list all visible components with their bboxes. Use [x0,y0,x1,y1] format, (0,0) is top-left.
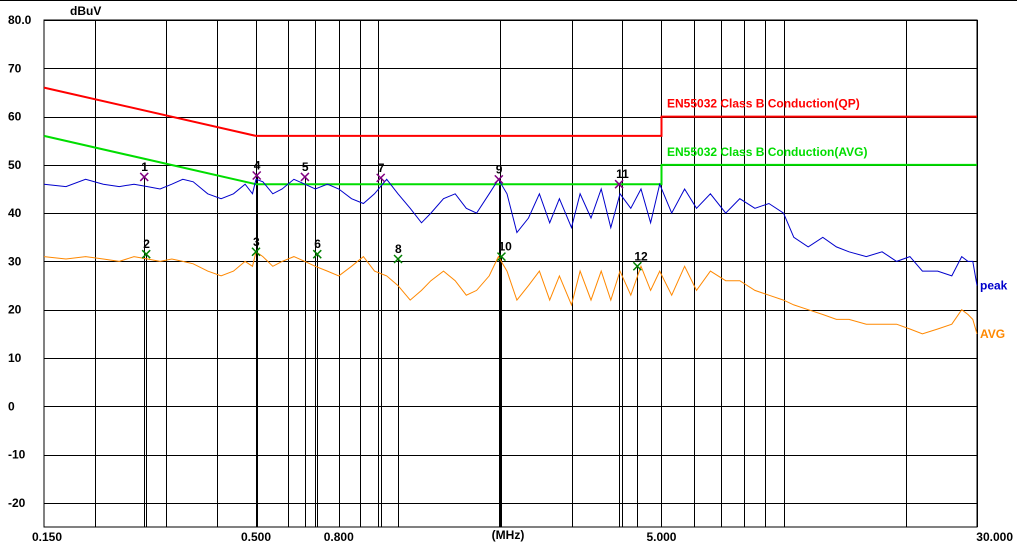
series-label-peak: peak [980,279,1008,293]
x-tick-label-0: 0.150 [32,530,62,544]
marker-8: 8 [393,242,403,264]
marker-label-12: 12 [634,249,648,263]
limit-label-0: EN55032 Class B Conduction(QP) [667,97,860,111]
marker-4: 4 [252,158,262,181]
marker-x-b-2 [141,249,151,259]
marker-x-b-4 [252,170,262,181]
grid-lines [44,20,978,527]
marker-10: 10 [496,240,512,262]
axis-labels: 80.0 70 60 50 40 30 20 10 0 -10 -20 0.150 0.500 0.800… [8,4,1013,544]
marker-x-b-7 [376,173,386,183]
marker-3: 3 [251,235,261,257]
marker-6: 6 [312,237,322,259]
marker-x-b-1 [139,172,149,182]
y-tick-label-8: 0 [8,399,15,413]
y-tick-label-6: 20 [8,303,22,317]
marker-label-4: 4 [254,158,261,172]
x-unit-label: (MHz) [492,528,525,542]
plot-area [43,19,978,528]
y-tick-label-9: -10 [8,448,26,462]
marker-label-7: 7 [378,161,385,175]
series-lines: peak AVG [43,178,1008,341]
marker-x-b-11 [614,179,624,189]
marker-x-b-9 [494,174,504,184]
limit-line-1 [43,134,977,186]
marker-label-6: 6 [314,237,321,251]
marker-label-9: 9 [496,162,503,176]
marker-x-b-12 [632,261,642,271]
y-tick-label-7: 10 [8,351,22,365]
y-tick-label-4: 40 [8,206,22,220]
limit-label-1: EN55032 Class B Conduction(AVG) [667,145,867,159]
marker-x-b-6 [312,249,322,259]
marker-11: 11 [614,167,629,189]
y-unit-label: dBuV [70,4,101,18]
limit-line-0 [43,86,977,137]
marker-5: 5 [300,160,310,182]
marker-x-b-3 [251,247,261,257]
marker-x-b-10 [496,252,506,262]
x-tick-label-4: 30.000 [976,530,1013,544]
y-tick-label-5: 30 [8,254,22,268]
marker-9: 9 [494,162,504,184]
y-tick-label-1: 70 [8,61,22,75]
marker-drop-lines [144,175,638,527]
marker-label-1: 1 [141,160,148,174]
marker-label-8: 8 [395,242,402,256]
marker-1: 1 [139,160,149,182]
marker-label-5: 5 [302,160,309,174]
y-tick-label-3: 50 [8,158,22,172]
marker-label-2: 2 [143,237,150,251]
marker-label-3: 3 [253,235,260,249]
series-line-peak [43,178,978,286]
marker-7: 7 [376,161,386,183]
series-line-AVG [43,250,978,335]
y-tick-label-0: 80.0 [8,13,32,27]
marker-label-11: 11 [616,167,629,181]
marker-12: 12 [632,249,648,271]
x-tick-label-1: 0.500 [241,530,271,544]
limit-lines: EN55032 Class B Conduction(QP) EN55032 Cl… [43,86,977,186]
marker-x-b-5 [300,172,310,182]
series-label-AVG: AVG [980,327,1005,341]
marker-label-10: 10 [498,240,512,254]
marker-x-b-8 [393,254,403,264]
marker-2: 2 [141,237,151,259]
x-tick-label-3: 5.000 [646,530,676,544]
y-tick-label-10: -20 [8,496,26,510]
x-tick-label-2: 0.800 [324,530,354,544]
y-tick-label-2: 60 [8,110,22,124]
